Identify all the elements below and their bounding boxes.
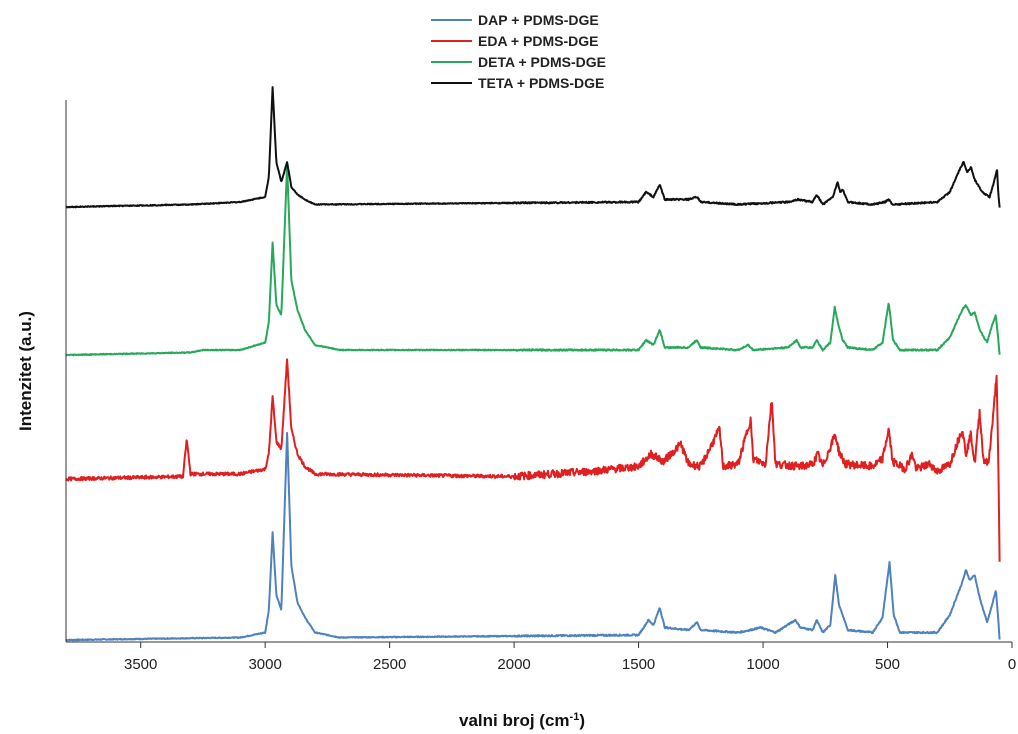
legend: DAP + PDMS-DGE EDA + PDMS-DGE DETA + PDMS-… xyxy=(431,12,606,91)
x-tick-label: 3000 xyxy=(248,656,281,673)
series-line-1 xyxy=(65,431,1001,642)
y-axis-title: Intenzitet (a.u.) xyxy=(16,311,35,431)
series-line-2 xyxy=(65,358,1001,562)
x-tick-label: 0 xyxy=(1008,656,1016,673)
series-line-3 xyxy=(65,163,1001,357)
x-axis-title-sup: -1 xyxy=(570,711,580,723)
legend-label-2: EDA + PDMS-DGE xyxy=(478,33,598,49)
x-axis-title: valni broj (cm-1) xyxy=(459,711,585,730)
x-tick-label: 2500 xyxy=(373,656,406,673)
x-tick-label: 2000 xyxy=(497,656,530,673)
x-axis-title-end: ) xyxy=(579,711,585,730)
series-layer xyxy=(65,86,1001,642)
x-tick-label: 3500 xyxy=(124,656,157,673)
x-tick-label: 500 xyxy=(875,656,900,673)
legend-label-3: DETA + PDMS-DGE xyxy=(478,54,606,70)
x-tick-layer: 3500 3000 2500 2000 1500 1000 500 0 xyxy=(124,642,1016,673)
x-axis-title-main: valni broj (cm xyxy=(459,711,570,730)
series-line-4 xyxy=(65,86,1001,209)
x-tick-label: 1500 xyxy=(622,656,655,673)
legend-label-1: DAP + PDMS-DGE xyxy=(478,12,599,28)
legend-label-4: TETA + PDMS-DGE xyxy=(478,75,604,91)
x-tick-label: 1000 xyxy=(746,656,779,673)
